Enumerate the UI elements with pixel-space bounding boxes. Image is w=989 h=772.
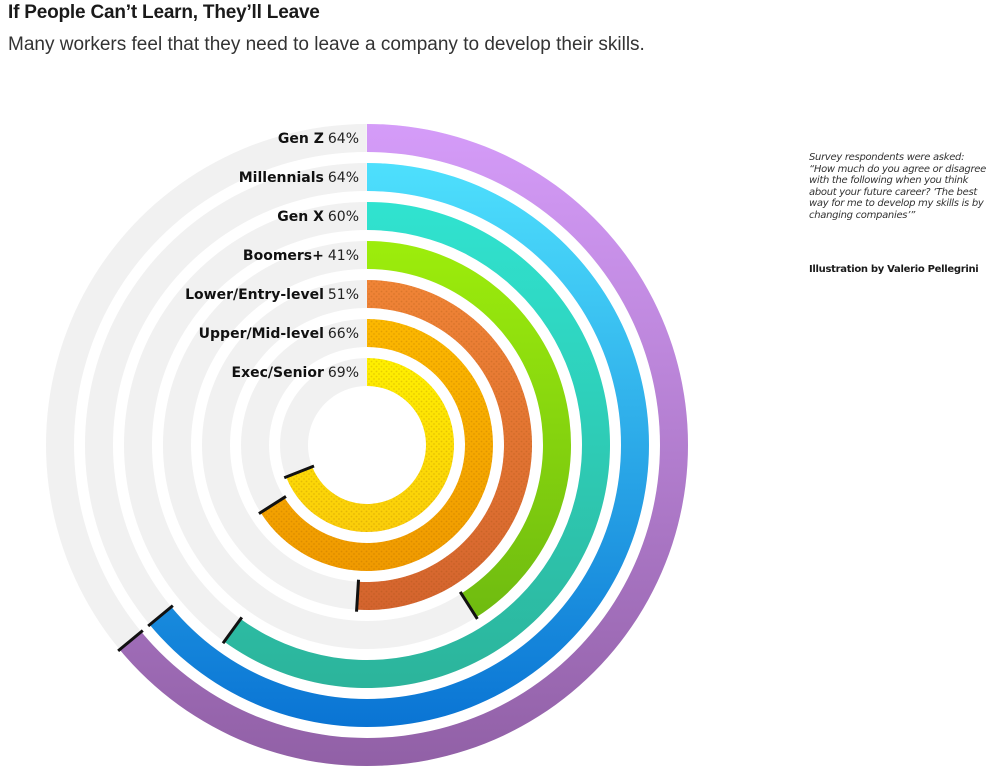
label-name: Lower/Entry-level <box>185 287 324 303</box>
end-marker-lower-entry-level <box>355 579 361 612</box>
label-name: Millennials <box>239 170 324 186</box>
label-name: Exec/Senior <box>232 365 324 381</box>
end-marker-upper-mid-level <box>258 495 287 515</box>
end-marker-gen-x <box>221 616 244 645</box>
label-value: 69% <box>328 365 359 381</box>
illustration-credit: Illustration by Valerio Pellegrini <box>809 264 979 275</box>
label-value: 41% <box>328 248 359 264</box>
label-name: Upper/Mid-level <box>199 326 324 342</box>
ring-bars <box>117 124 688 767</box>
label-gen-x: Gen X 60% <box>277 209 359 225</box>
bar-boomers <box>367 241 572 618</box>
label-upper-mid-level: Upper/Mid-level 66% <box>199 326 359 342</box>
label-name: Gen X <box>277 209 324 225</box>
label-value: 64% <box>328 131 359 147</box>
label-millennials: Millennials 64% <box>239 170 359 186</box>
survey-note: Survey respondents were asked: “How much… <box>809 152 986 221</box>
label-exec-senior: Exec/Senior 69% <box>232 365 360 381</box>
label-name: Gen Z <box>278 131 324 147</box>
bar-texture-lower-entry-level <box>356 280 532 610</box>
label-lower-entry-level: Lower/Entry-level 51% <box>185 287 359 303</box>
ring-labels: Gen Z 64%Millennials 64%Gen X 60%Boomers+ 41… <box>185 131 359 381</box>
label-value: 66% <box>328 326 359 342</box>
bar-gen-x <box>224 202 611 688</box>
chart-title: If People Can’t Learn, They’ll Leave <box>8 2 320 23</box>
chart-subtitle: Many workers feel that they need to leav… <box>8 34 645 55</box>
label-value: 60% <box>328 209 359 225</box>
end-marker-boomers <box>458 591 479 620</box>
label-name: Boomers+ <box>243 248 324 264</box>
label-value: 51% <box>328 287 359 303</box>
bar-millennials <box>149 163 649 727</box>
label-value: 64% <box>328 170 359 186</box>
bar-gen-z <box>119 124 688 767</box>
end-marker-exec-senior <box>283 464 315 480</box>
end-marker-gen-z <box>117 629 144 653</box>
end-marker-millennials <box>147 604 174 628</box>
label-boomers: Boomers+ 41% <box>243 248 359 264</box>
label-gen-z: Gen Z 64% <box>278 131 359 147</box>
bar-texture-exec-senior <box>286 358 454 532</box>
